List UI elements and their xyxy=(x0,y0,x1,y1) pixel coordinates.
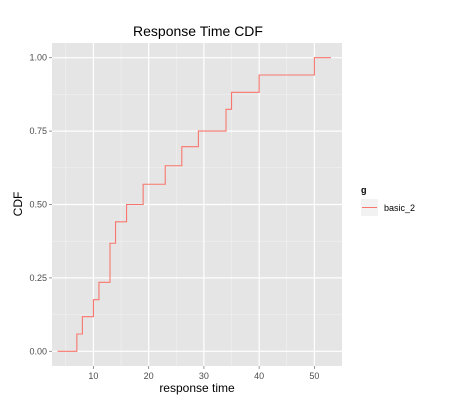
chart-title: Response Time CDF xyxy=(133,23,263,39)
x-axis-title: response time xyxy=(159,381,235,395)
legend-label: basic_2 xyxy=(384,203,415,213)
x-tick-label: 50 xyxy=(309,371,319,381)
x-tick-label: 20 xyxy=(144,371,154,381)
legend: g basic_2 xyxy=(361,185,415,216)
y-tick-label: 0.00 xyxy=(29,346,47,356)
y-tick-label: 0.50 xyxy=(29,200,47,210)
x-tick-label: 40 xyxy=(254,371,264,381)
y-axis-ticks: 0.00 0.25 0.50 0.75 1.00 xyxy=(29,53,52,357)
y-tick-label: 1.00 xyxy=(29,53,47,63)
y-tick-label: 0.75 xyxy=(29,126,47,136)
y-tick-label: 0.25 xyxy=(29,273,47,283)
x-tick-label: 30 xyxy=(199,371,209,381)
x-axis-ticks: 10 20 30 40 50 xyxy=(88,366,319,381)
y-axis-title: CDF xyxy=(11,192,25,217)
x-tick-label: 10 xyxy=(88,371,98,381)
legend-title: g xyxy=(361,185,367,195)
